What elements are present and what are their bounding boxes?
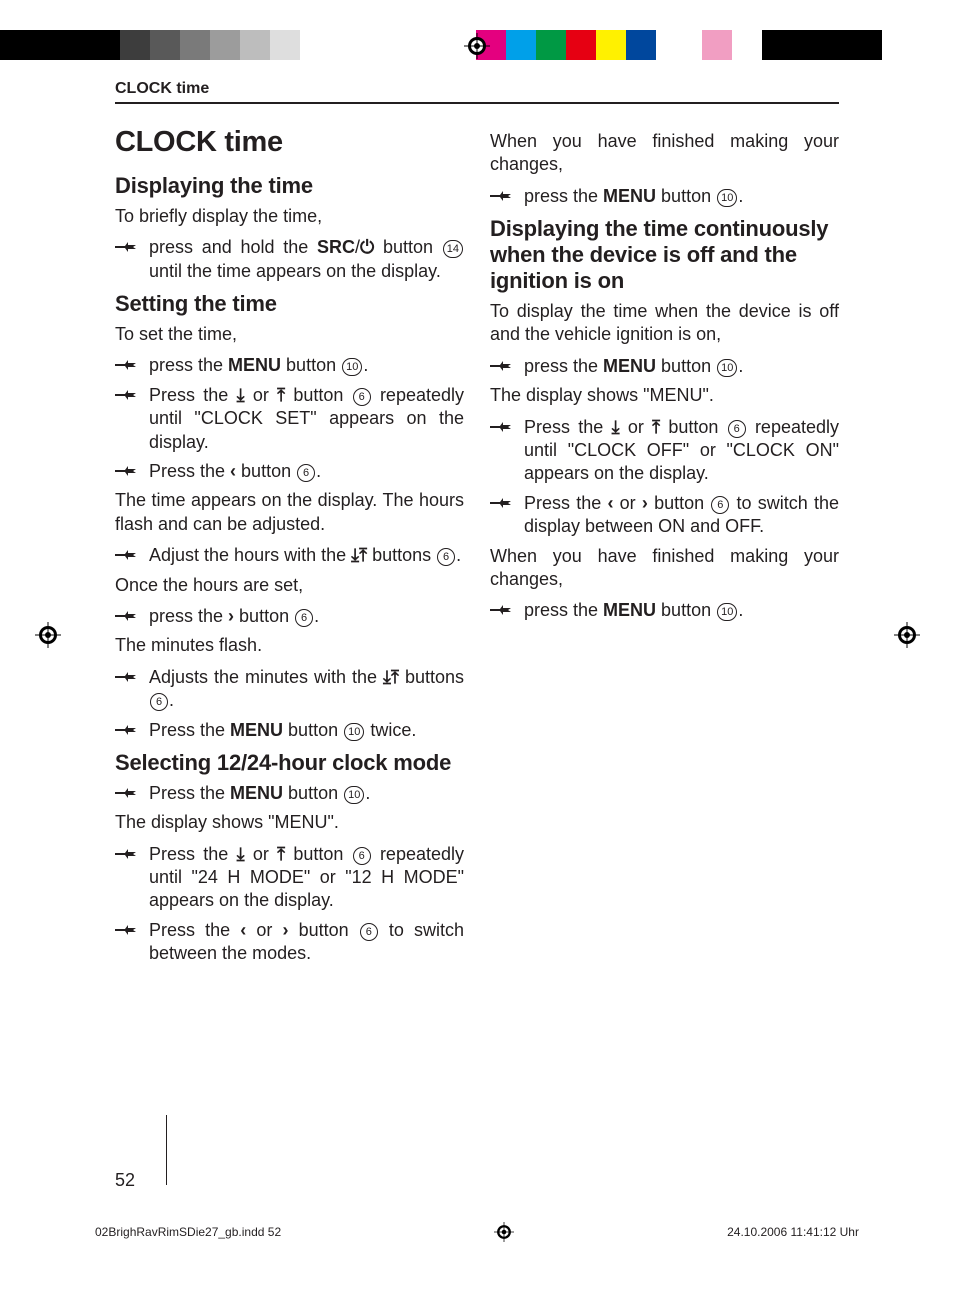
pointer-icon	[115, 605, 149, 628]
step-text: press the › button 6.	[149, 605, 464, 628]
pointer-icon	[115, 354, 149, 377]
step-item: press the MENU button 10.	[115, 354, 464, 377]
pointer-icon	[490, 492, 524, 515]
right-column: When you have finished making your chang…	[490, 126, 839, 972]
pointer-icon	[115, 782, 149, 805]
step-text: Adjusts the minutes with the ⤓⤒ buttons …	[149, 666, 464, 713]
step-item: press the MENU button 10.	[490, 355, 839, 378]
step-item: press the MENU button 10.	[490, 599, 839, 622]
crop-mark	[166, 1115, 167, 1185]
pointer-icon	[115, 666, 149, 689]
step-item: press the MENU button 10.	[490, 185, 839, 208]
pointer-icon	[115, 843, 149, 866]
left-column: CLOCK time Displaying the time To briefl…	[115, 126, 464, 972]
footer-timestamp: 24.10.2006 11:41:12 Uhr	[727, 1225, 859, 1239]
page-title: CLOCK time	[115, 126, 464, 159]
page-number: 52	[115, 1170, 135, 1191]
step-item: Press the ‹ or › button 6 to switch the …	[490, 492, 839, 539]
body-text: The minutes flash.	[115, 634, 464, 657]
body-text: The display shows "MENU".	[490, 384, 839, 407]
registration-mark-icon	[894, 622, 920, 648]
pointer-icon	[115, 719, 149, 742]
body-text: The display shows "MENU".	[115, 811, 464, 834]
body-text: To display the time when the device is o…	[490, 300, 839, 347]
page-footer: 02BrighRavRimSDie27_gb.indd 52 24.10.200…	[95, 1222, 859, 1242]
body-text: To briefly display the time,	[115, 205, 464, 228]
body-text: The time appears on the display. The hou…	[115, 489, 464, 536]
step-text: Press the MENU button 10 twice.	[149, 719, 464, 742]
pointer-icon	[490, 599, 524, 622]
step-item: Adjust the hours with the ⤓⤒ buttons 6.	[115, 544, 464, 567]
body-text: To set the time,	[115, 323, 464, 346]
step-text: Adjust the hours with the ⤓⤒ buttons 6.	[149, 544, 464, 567]
pointer-icon	[490, 355, 524, 378]
step-text: Press the ‹ button 6.	[149, 460, 464, 483]
step-text: press the MENU button 10.	[524, 185, 839, 208]
step-item: Press the ‹ or › button 6 to switch betw…	[115, 919, 464, 966]
step-text: Press the ⤓ or ⤒ button 6 repeatedly unt…	[149, 843, 464, 913]
section-heading: Setting the time	[115, 291, 464, 317]
pointer-icon	[490, 185, 524, 208]
body-text: When you have finished making your chang…	[490, 545, 839, 592]
pointer-icon	[115, 544, 149, 567]
step-text: Press the ⤓ or ⤒ button 6 repeatedly unt…	[149, 384, 464, 454]
step-text: Press the MENU button 10.	[149, 782, 464, 805]
step-item: Press the MENU button 10.	[115, 782, 464, 805]
section-heading: Displaying the time continuously when th…	[490, 216, 839, 294]
section-heading: Displaying the time	[115, 173, 464, 199]
pointer-icon	[115, 919, 149, 942]
step-text: press and hold the SRC/⏻ button 14 until…	[149, 236, 464, 283]
step-text: Press the ‹ or › button 6 to switch the …	[524, 492, 839, 539]
registration-mark-icon	[35, 622, 61, 648]
pointer-icon	[115, 460, 149, 483]
step-item: Press the ‹ button 6.	[115, 460, 464, 483]
step-text: press the MENU button 10.	[524, 599, 839, 622]
step-item: Press the ⤓ or ⤒ button 6 repeatedly unt…	[115, 384, 464, 454]
pointer-icon	[490, 416, 524, 439]
step-text: Press the ⤓ or ⤒ button 6 repeatedly unt…	[524, 416, 839, 486]
step-text: Press the ‹ or › button 6 to switch betw…	[149, 919, 464, 966]
section-heading: Selecting 12/24-hour clock mode	[115, 750, 464, 776]
pointer-icon	[115, 384, 149, 407]
footer-filename: 02BrighRavRimSDie27_gb.indd 52	[95, 1225, 281, 1239]
step-item: Adjusts the minutes with the ⤓⤒ buttons …	[115, 666, 464, 713]
step-item: press and hold the SRC/⏻ button 14 until…	[115, 236, 464, 283]
step-text: press the MENU button 10.	[149, 354, 464, 377]
body-text: When you have finished making your chang…	[490, 130, 839, 177]
step-text: press the MENU button 10.	[524, 355, 839, 378]
pointer-icon	[115, 236, 149, 259]
step-item: press the › button 6.	[115, 605, 464, 628]
body-text: Once the hours are set,	[115, 574, 464, 597]
page-header: CLOCK time	[115, 80, 839, 104]
registration-mark-icon	[464, 33, 490, 59]
step-item: Press the ⤓ or ⤒ button 6 repeatedly unt…	[115, 843, 464, 913]
registration-mark-icon	[494, 1222, 514, 1242]
step-item: Press the MENU button 10 twice.	[115, 719, 464, 742]
step-item: Press the ⤓ or ⤒ button 6 repeatedly unt…	[490, 416, 839, 486]
